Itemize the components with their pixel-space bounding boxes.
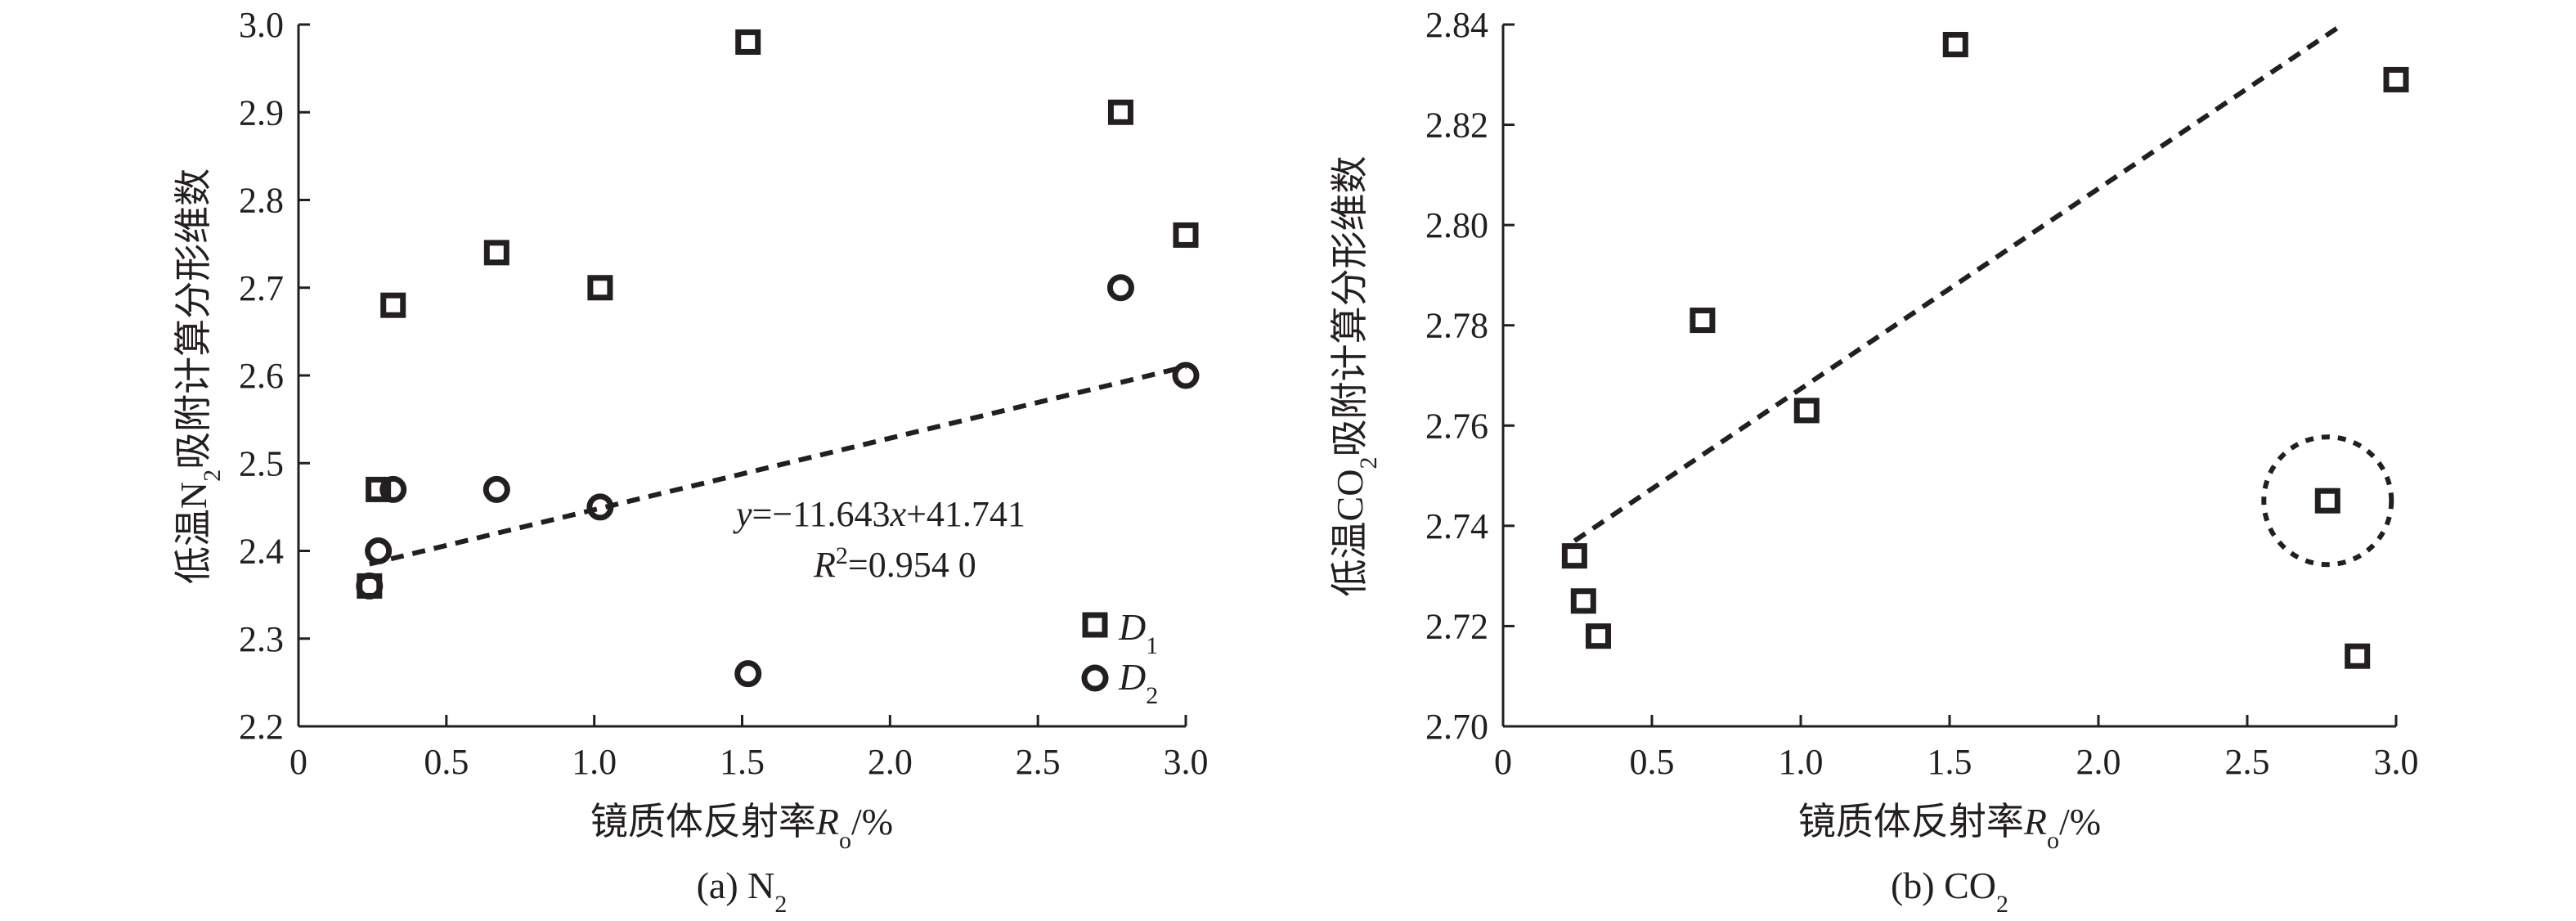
- chart-b-axes: [1501, 25, 2396, 728]
- y-tick-label: 2.76: [1425, 406, 1488, 446]
- square-data-point: [1107, 99, 1133, 125]
- y-tick-label: 2.70: [1425, 707, 1488, 747]
- y-tick-label: 2.2: [239, 707, 284, 747]
- circle-data-point: [482, 475, 510, 503]
- chart-a-equation: y=−11.643x+41.741: [733, 494, 1025, 534]
- y-tick-label: 2.72: [1425, 606, 1488, 646]
- chart-a-y-axis-title: 低温N2吸附计算分形维数: [173, 168, 226, 584]
- square-data-point: [2345, 643, 2371, 669]
- y-tick-label: 2.74: [1425, 506, 1488, 546]
- x-tick-label: 3.0: [2374, 742, 2419, 782]
- square-data-point: [735, 29, 761, 55]
- x-tick-label: 2.5: [1016, 742, 1061, 782]
- y-tick-label: 2.8: [239, 181, 284, 221]
- square-data-point: [1585, 623, 1611, 649]
- square-data-point: [2383, 66, 2409, 92]
- x-tick-label: 1.5: [1928, 742, 1972, 782]
- chart-b-caption: (b) CO2: [1891, 865, 2008, 918]
- x-tick-label: 3.0: [1164, 742, 1209, 782]
- y-tick-label: 3.0: [239, 5, 284, 45]
- x-tick-label: 0: [1494, 742, 1512, 782]
- chart-b-y-ticks: 2.70 2.72 2.74 2.76 2.78 2.80 2.82 2.84: [1425, 5, 1515, 747]
- legend-d1-label: D1: [1118, 606, 1158, 659]
- x-tick-label: 0.5: [1630, 742, 1675, 782]
- x-tick-label: 0.5: [424, 742, 469, 782]
- chart-b-highlight: [2261, 434, 2394, 568]
- y-tick-label: 2.9: [239, 92, 284, 133]
- chart-b-x-axis-title: 镜质体反射率Ro/%: [1798, 801, 2101, 854]
- x-tick-label: 0: [289, 742, 307, 782]
- y-tick-label: 2.84: [1425, 5, 1488, 45]
- chart-a-y-ticks: 2.2 2.3 2.4 2.5 2.6 2.7 2.8 2.9 3.0: [239, 5, 310, 747]
- square-data-point: [2314, 487, 2340, 514]
- chart-b-points: [1561, 32, 2409, 669]
- y-tick-label: 2.7: [239, 268, 284, 308]
- x-tick-label: 2.0: [2076, 742, 2121, 782]
- chart-a-x-axis-title: 镜质体反射率Ro/%: [590, 801, 893, 854]
- square-data-point: [366, 476, 392, 502]
- chart-a-x-ticks: 0 0.5 1.0 1.5 2.0 2.5 3.0: [289, 715, 1209, 782]
- legend-d2-label: D2: [1118, 656, 1158, 709]
- legend-d1-square-marker: [1082, 612, 1108, 638]
- circle-data-point: [586, 493, 614, 521]
- circle-data-point: [356, 572, 384, 600]
- circle-data-point: [379, 475, 407, 503]
- y-tick-label: 2.5: [239, 443, 284, 483]
- dashed-trendline: [369, 364, 1187, 567]
- square-data-point: [587, 275, 613, 301]
- y-tick-label: 2.3: [239, 619, 284, 659]
- square-data-point: [1942, 32, 1968, 58]
- chart-a-axes: [297, 25, 1186, 728]
- x-tick-label: 1.0: [1779, 742, 1824, 782]
- square-data-point: [483, 240, 509, 266]
- circle-data-point: [1172, 362, 1200, 389]
- x-tick-label: 2.0: [868, 742, 913, 782]
- chart-n2: 0 0.5 1.0 1.5 2.0 2.5 3.0 2.22.32.42.52.62.72.…: [173, 5, 1209, 918]
- y-tick-label: 2.6: [239, 356, 284, 396]
- square-data-point: [1561, 543, 1587, 569]
- x-tick-label: 2.5: [2225, 742, 2270, 782]
- square-data-point: [380, 292, 406, 318]
- chart-a-trendline: [369, 364, 1187, 567]
- square-data-point: [1690, 308, 1716, 334]
- y-tick-label: 2.80: [1425, 205, 1488, 245]
- dashed-trendline: [1573, 22, 2345, 543]
- chart-a-legend: D1 D2: [1081, 606, 1158, 709]
- circle-data-point: [734, 660, 762, 688]
- chart-b-x-ticks: 0 0.5 1.0 1.5 2.0 2.5 3.0: [1494, 715, 2419, 782]
- square-data-point: [1570, 588, 1596, 614]
- legend-d2-circle-marker: [1081, 664, 1109, 692]
- x-tick-label: 1.0: [572, 742, 617, 782]
- square-data-point: [1173, 222, 1199, 248]
- y-tick-label: 2.78: [1425, 306, 1488, 346]
- chart-a-caption: (a) N2: [697, 865, 788, 918]
- x-tick-label: 1.5: [720, 742, 765, 782]
- chart-co2: 0 0.5 1.0 1.5 2.0 2.5 3.0 2.70 2.72 2.74 2.76 2.78…: [1329, 5, 2419, 918]
- circle-data-point: [365, 537, 393, 564]
- square-data-point: [1793, 398, 1820, 424]
- dashed-highlight-circle: [2261, 434, 2394, 568]
- y-tick-label: 2.4: [239, 532, 284, 572]
- chart-b-y-axis-title: 低温CO2吸附计算分形维数: [1329, 156, 1382, 597]
- circle-data-point: [1106, 274, 1134, 302]
- y-tick-label: 2.82: [1425, 106, 1488, 146]
- chart-a-r-squared: R2=0.954 0: [813, 542, 976, 586]
- chart-b-trendline: [1573, 22, 2345, 543]
- chart-a-points: [356, 29, 1200, 688]
